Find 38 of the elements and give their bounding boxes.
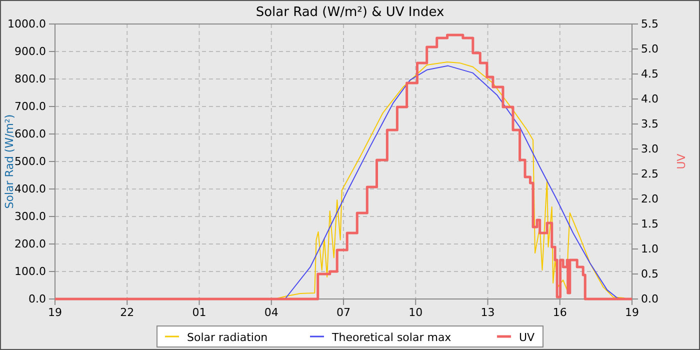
- y2-axis-title: UV: [675, 153, 688, 170]
- x-tick-label: 10: [408, 306, 423, 319]
- x-tick-label: 19: [48, 306, 62, 319]
- y-tick-label: 300.0: [14, 210, 46, 224]
- y2-tick-label: 2.5: [641, 168, 658, 181]
- y-tick-label: 100.0: [14, 265, 46, 278]
- y-tick-label: 0.0: [28, 292, 46, 306]
- x-tick-label: 22: [120, 306, 134, 319]
- y-tick-label: 1000.0: [8, 18, 46, 31]
- y-tick-label: 900.0: [14, 45, 46, 58]
- y2-tick-label: 0.5: [641, 268, 658, 281]
- y2-tick-label: 4.0: [641, 92, 658, 106]
- y-tick-label: 200.0: [14, 238, 46, 251]
- x-tick-label: 19: [625, 306, 639, 319]
- y-tick-label: 400.0: [14, 182, 46, 196]
- x-tick-label: 04: [264, 306, 278, 319]
- legend-label: Theoretical solar max: [331, 331, 452, 344]
- legend-label: UV: [519, 331, 536, 344]
- y-tick-label: 600.0: [14, 128, 46, 141]
- y2-tick-label: 3.0: [641, 142, 658, 156]
- y2-tick-label: 3.5: [641, 118, 658, 131]
- y2-tick-label: 5.0: [641, 42, 658, 56]
- y2-tick-label: 1.5: [641, 218, 658, 231]
- x-tick-label: 16: [552, 306, 567, 319]
- x-tick-label: 07: [336, 306, 350, 319]
- y2-tick-label: 2.0: [641, 192, 658, 206]
- legend-label: Solar radiation: [187, 331, 268, 344]
- y2-tick-label: 0.0: [641, 292, 658, 306]
- y2-tick-label: 1.0: [641, 242, 658, 256]
- y-tick-label: 500.0: [14, 155, 46, 168]
- y2-tick-label: 4.5: [641, 68, 658, 81]
- chart-title: Solar Rad (W/m²) & UV Index: [256, 5, 444, 20]
- y-tick-label: 800.0: [14, 72, 46, 86]
- y2-tick-label: 5.5: [641, 18, 658, 31]
- x-tick-label: 13: [480, 306, 495, 319]
- y-tick-label: 700.0: [14, 100, 46, 114]
- x-tick-label: 01: [192, 306, 206, 319]
- y-axis-title: Solar Rad (W/m²): [3, 114, 16, 209]
